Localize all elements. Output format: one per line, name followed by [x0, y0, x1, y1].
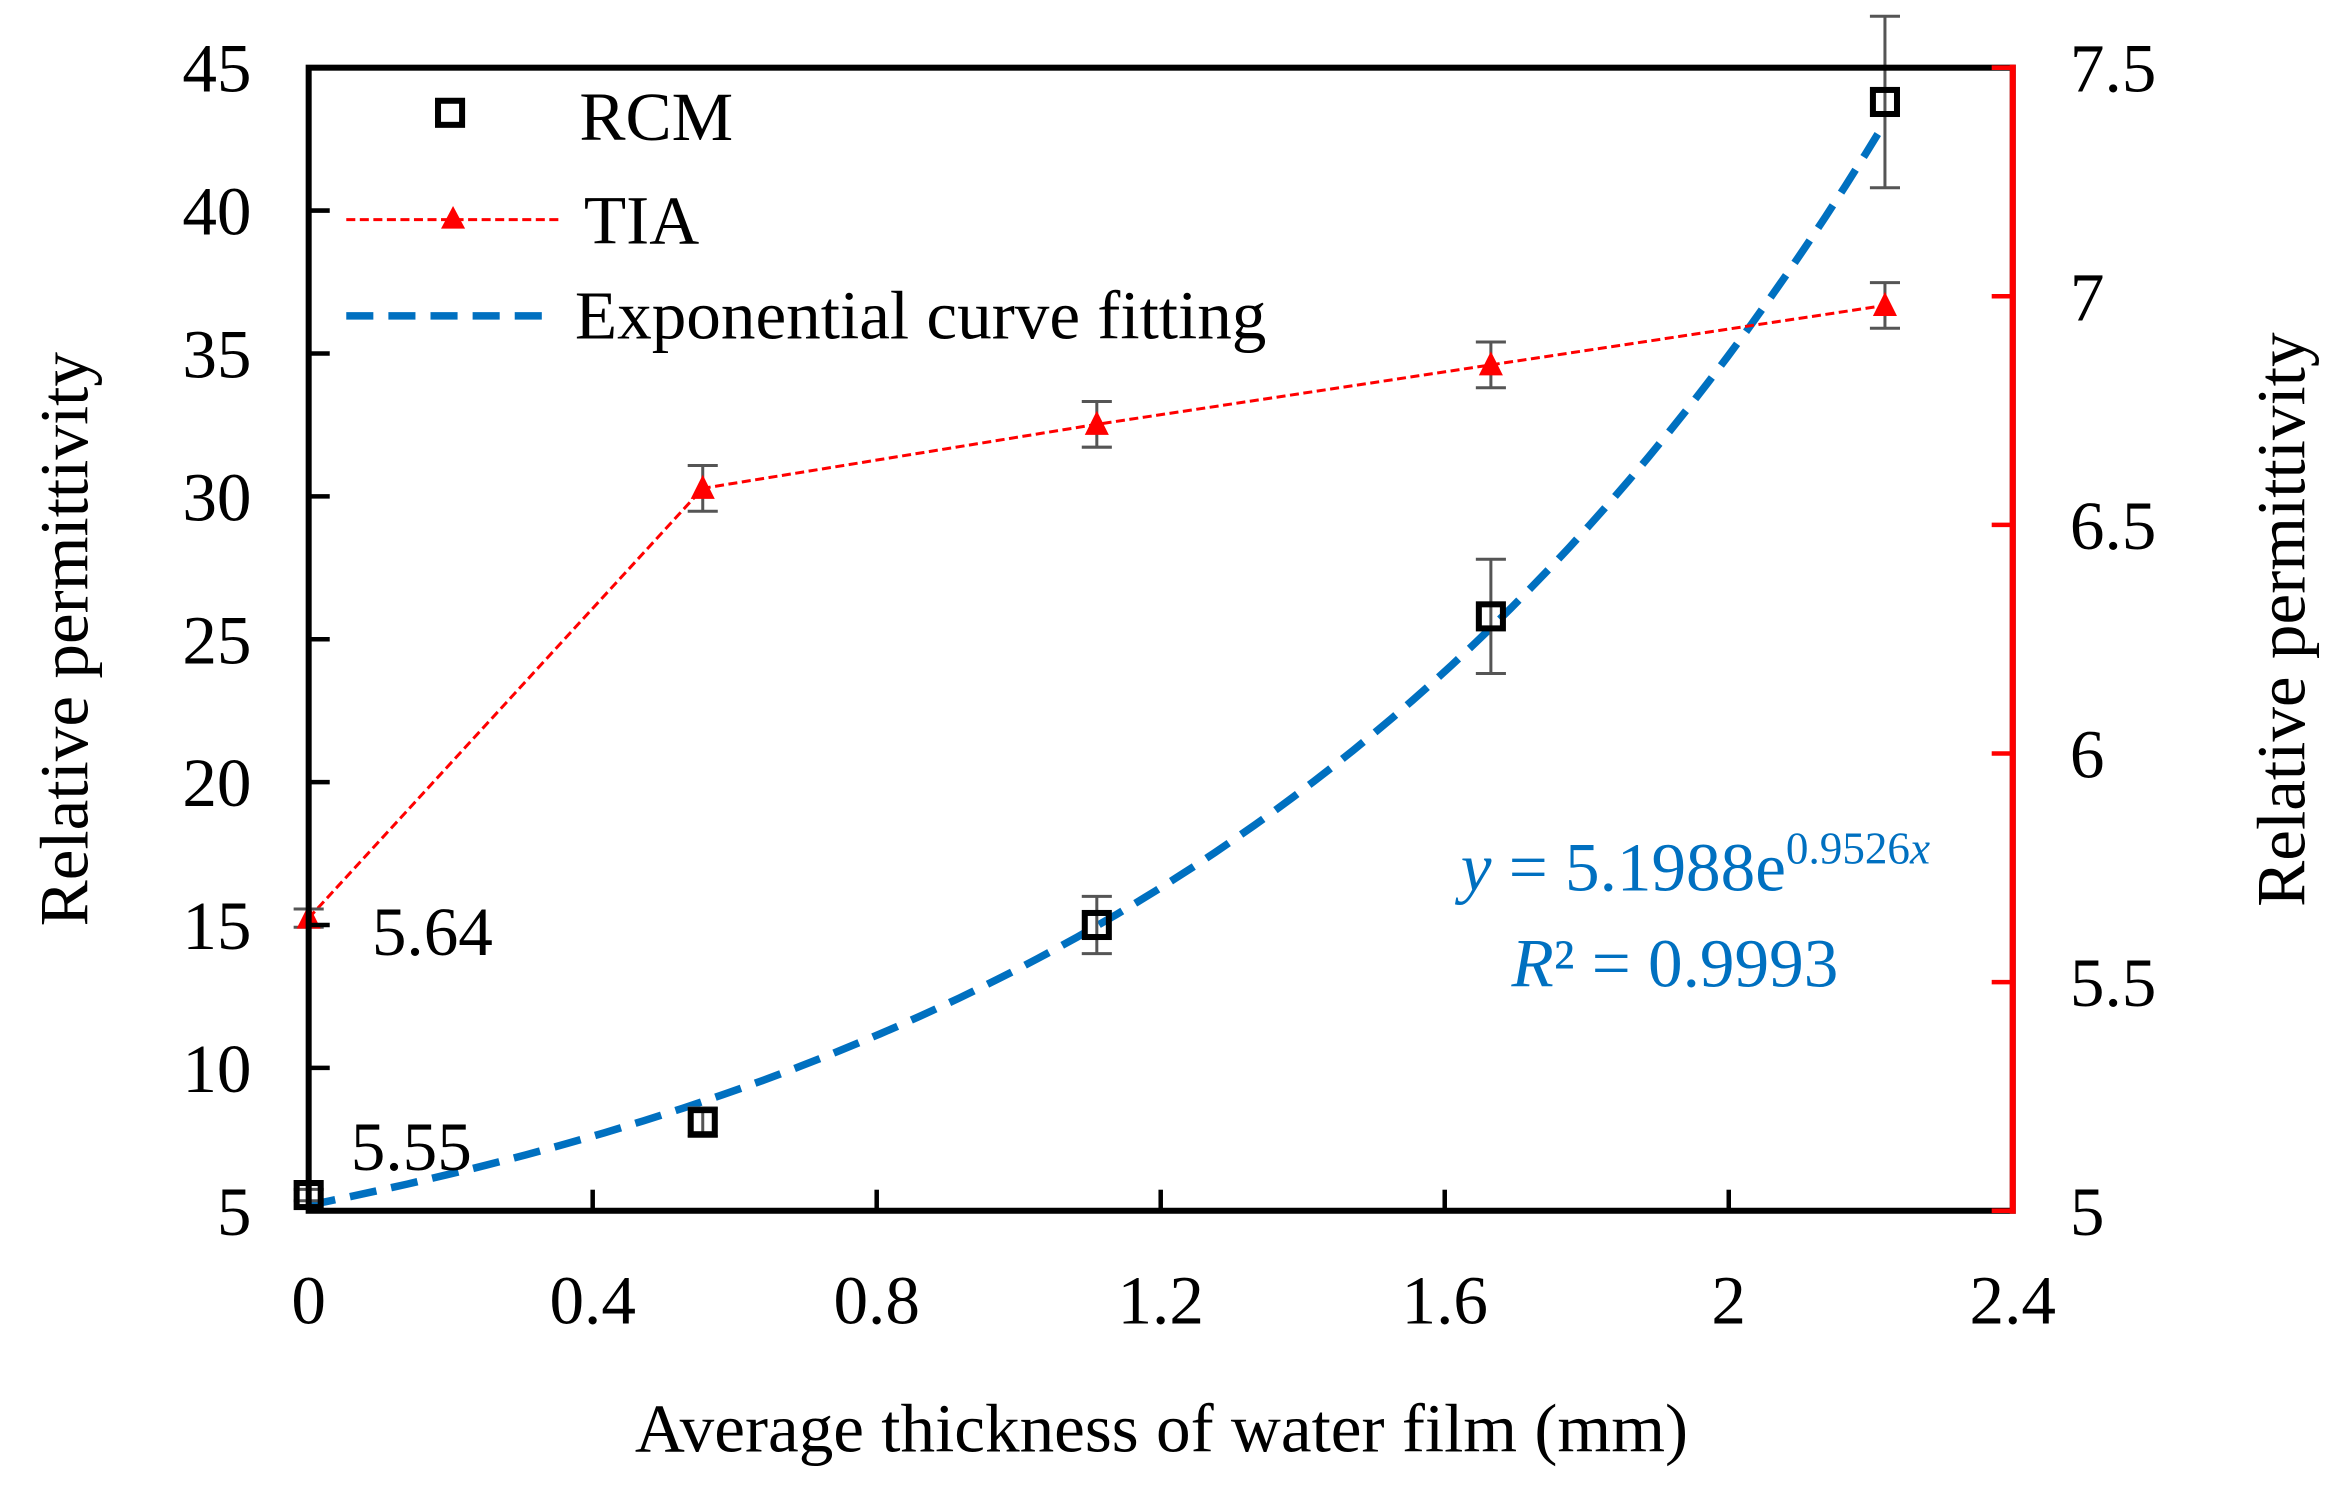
y-left-tick-label: 5	[217, 1173, 252, 1250]
fit-curve	[307, 120, 1889, 1209]
tia-point	[1872, 291, 1897, 316]
legend-rcm-marker	[435, 97, 466, 128]
y-right-tick-label: 6	[2070, 716, 2105, 793]
eq-exp-x: x	[1909, 823, 1930, 873]
x-tick-label: 1.2	[1117, 1262, 1203, 1339]
rcm-start-label: 5.55	[351, 1108, 472, 1185]
x-tick-label: 1.6	[1401, 1262, 1487, 1339]
rcm-point	[1869, 86, 1900, 118]
r2-R: R	[1510, 925, 1553, 1002]
x-tick-label: 2.4	[1970, 1262, 2056, 1339]
y-left-tick-label: 30	[182, 458, 251, 535]
y-right-tick-label: 6.5	[2070, 487, 2156, 564]
r-squared: R² = 0.9993	[1510, 925, 1838, 1002]
y-axis-right-title: Relative permittivity	[2243, 332, 2320, 907]
eq-exp: 0.9526	[1786, 823, 1910, 873]
fit-equation: y = 5.1988e0.9526x	[1455, 823, 1930, 905]
y-right-tick-label: 7	[2070, 258, 2105, 335]
legend: RCM TIA Exponential curve fitting	[346, 78, 1267, 353]
legend-fit-label: Exponential curve fitting	[575, 276, 1267, 353]
rcm-point	[687, 1107, 718, 1138]
y-left-tick-label: 15	[182, 887, 251, 964]
legend-tia-marker	[441, 206, 466, 229]
plot-marks	[293, 14, 1900, 1211]
x-tick-label: 0.8	[833, 1262, 919, 1339]
y-left-tick-label: 20	[182, 744, 251, 821]
rcm-point	[1081, 909, 1112, 941]
rcm-point	[1475, 601, 1506, 632]
y-left-tick-label: 40	[182, 173, 251, 250]
y-right-tick-label: 5	[2070, 1173, 2105, 1250]
x-tick-label: 0.4	[549, 1262, 635, 1339]
x-axis-title: Average thickness of water film (mm)	[635, 1389, 1688, 1466]
y-left-tick-label: 45	[182, 30, 251, 107]
y-axis-left-title: Relative permittivity	[26, 352, 103, 927]
tia-point	[1084, 410, 1109, 435]
x-tick-label: 2	[1711, 1262, 1746, 1339]
legend-tia-label: TIA	[584, 182, 699, 259]
tia-start-label: 5.64	[372, 893, 493, 970]
legend-rcm-label: RCM	[579, 78, 733, 155]
y-right-tick-label: 7.5	[2070, 30, 2156, 107]
r2-rest: ² = 0.9993	[1554, 925, 1839, 1002]
x-tick-label: 0	[291, 1262, 326, 1339]
y-left-tick-label: 35	[182, 316, 251, 393]
y-right-tick-label: 5.5	[2070, 944, 2156, 1021]
y-left-tick-label: 25	[182, 601, 251, 678]
tia-line	[307, 303, 1886, 920]
tia-point	[1478, 351, 1503, 376]
plot-frame	[305, 64, 2016, 1214]
eq-rest: = 5.1988e	[1491, 828, 1786, 905]
eq-y: y	[1455, 828, 1492, 905]
axes: 0 0.4 0.8 1.2 1.6 2 2.45101520253035404555.566…	[182, 30, 2156, 1339]
y-left-tick-label: 10	[182, 1030, 251, 1107]
tia-point	[690, 474, 715, 499]
